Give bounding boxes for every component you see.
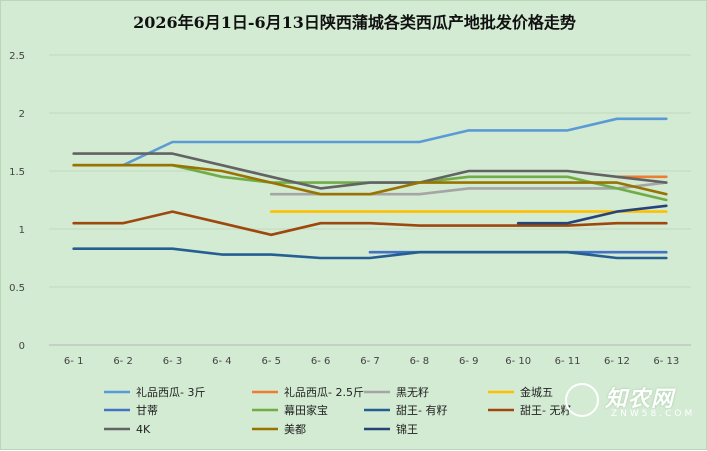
x-tick-label: 6- 12	[604, 356, 630, 367]
legend-label: 幕田家宝	[284, 403, 328, 417]
y-tick-label: 1.5	[9, 167, 25, 178]
x-tick-label: 6- 8	[410, 356, 430, 367]
x-tick-label: 6- 5	[261, 356, 281, 367]
y-tick-label: 0.5	[9, 283, 25, 294]
chart-title: 2026年6月1日-6月13日陕西蒲城各类西瓜产地批发价格走势	[133, 13, 576, 32]
series-line	[72, 210, 668, 237]
y-tick-label: 2.5	[9, 51, 25, 62]
y-tick-label: 1	[19, 225, 25, 236]
x-tick-label: 6- 6	[311, 356, 331, 367]
series-line	[516, 204, 668, 225]
y-tick-label: 0	[19, 341, 25, 352]
legend-label: 金城五	[520, 385, 553, 399]
y-tick-label: 2	[19, 109, 25, 120]
logo-icon	[565, 383, 599, 417]
series-line	[72, 247, 668, 260]
legend-label: 甜王- 无籽	[520, 404, 571, 417]
x-tick-label: 6- 4	[212, 356, 232, 367]
series-line	[121, 117, 668, 167]
legend-label: 礼品西瓜- 3斤	[136, 385, 205, 399]
legend-label: 锦王	[396, 422, 418, 436]
logo-subtext: ZNW58.COM	[611, 409, 696, 419]
x-tick-label: 6- 1	[64, 356, 84, 367]
legend-label: 黑无籽	[396, 386, 429, 399]
x-tick-label: 6- 7	[360, 356, 380, 367]
legend-label: 甘蒂	[136, 404, 158, 417]
series-line	[72, 163, 668, 196]
legend-label: 美都	[284, 423, 306, 436]
legend-label: 甜王- 有籽	[396, 403, 447, 417]
x-tick-label: 6- 10	[505, 356, 531, 367]
x-tick-label: 6- 3	[163, 356, 183, 367]
legend-label: 4K	[136, 423, 151, 436]
x-tick-label: 6- 13	[653, 356, 679, 367]
logo-wordmark: 知农网	[605, 387, 675, 412]
x-tick-label: 6- 9	[459, 356, 479, 367]
x-tick-label: 6- 11	[555, 356, 581, 367]
series-line	[72, 152, 668, 190]
legend-label: 礼品西瓜- 2.5斤	[284, 385, 364, 399]
watermark-logo: 知农网 ZNW58.COM	[561, 381, 701, 431]
x-tick-label: 6- 2	[113, 356, 133, 367]
